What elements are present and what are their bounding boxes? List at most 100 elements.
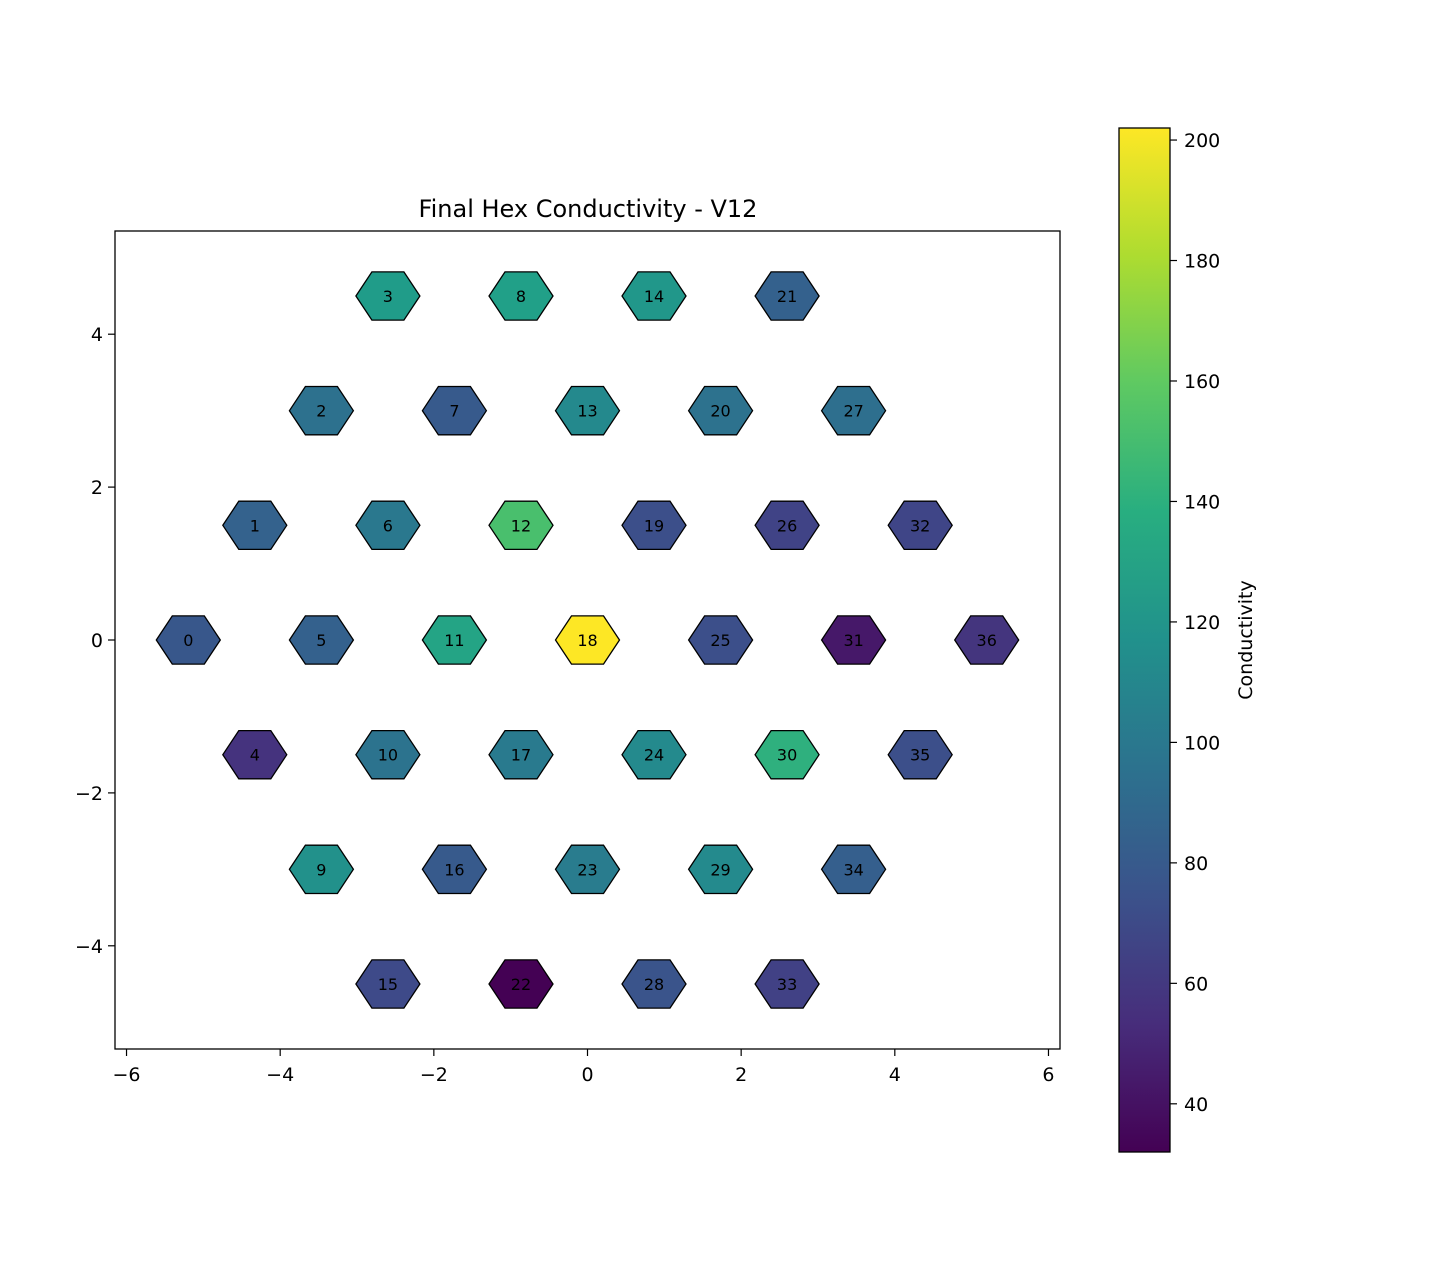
hex-cell-label: 31 bbox=[843, 631, 863, 650]
hex-cell: 13 bbox=[554, 385, 621, 436]
hex-cell-shape bbox=[820, 385, 887, 436]
y-tick-label: 4 bbox=[91, 324, 103, 346]
hex-cell: 10 bbox=[355, 729, 421, 780]
hex-cell-label: 36 bbox=[977, 631, 997, 650]
hex-cell: 32 bbox=[887, 500, 953, 551]
hex-cell: 31 bbox=[820, 615, 887, 665]
hex-cell-shape bbox=[488, 271, 554, 321]
hex-cell-shape bbox=[687, 615, 754, 665]
hex-cell-label: 27 bbox=[843, 402, 863, 421]
hex-cell-label: 11 bbox=[444, 631, 464, 650]
hex-cell-label: 28 bbox=[644, 975, 664, 994]
y-tick-label: −2 bbox=[75, 783, 103, 805]
hex-cell-shape bbox=[421, 385, 488, 436]
x-tick-label: −4 bbox=[266, 1064, 294, 1086]
hex-cell-label: 33 bbox=[777, 975, 797, 994]
hex-cell: 14 bbox=[621, 271, 687, 321]
hex-cell-shape bbox=[288, 844, 355, 895]
hex-cell-label: 16 bbox=[444, 860, 464, 879]
hex-cell-shape bbox=[754, 271, 820, 321]
hex-cell: 29 bbox=[687, 844, 754, 895]
hex-cell-label: 21 bbox=[777, 287, 797, 306]
hex-cell-shape bbox=[621, 729, 687, 780]
hex-cell-shape bbox=[155, 615, 222, 665]
hex-cell-label: 26 bbox=[777, 516, 797, 535]
colorbar-tick-label: 40 bbox=[1184, 1094, 1208, 1116]
x-axis: −6 −4 −2 0 2 4 6 bbox=[113, 1049, 1055, 1086]
hex-cell: 35 bbox=[887, 729, 953, 780]
colorbar-tick-label: 100 bbox=[1184, 732, 1220, 754]
hex-cell: 3 bbox=[355, 271, 421, 321]
hex-cell-shape bbox=[355, 959, 421, 1009]
chart-title: Final Hex Conductivity - V12 bbox=[419, 195, 758, 223]
hex-cell-label: 10 bbox=[378, 746, 398, 765]
hex-cell-label: 9 bbox=[316, 860, 326, 879]
hex-cell-label: 3 bbox=[383, 287, 393, 306]
hex-cell: 17 bbox=[488, 729, 554, 780]
hex-cell-label: 14 bbox=[644, 287, 664, 306]
hex-cell: 21 bbox=[754, 271, 820, 321]
x-tick-label: −6 bbox=[113, 1064, 141, 1086]
hex-cell: 20 bbox=[687, 385, 754, 436]
hex-cell-label: 20 bbox=[710, 402, 730, 421]
colorbar-frame bbox=[1118, 127, 1171, 1153]
hex-cell-shape bbox=[754, 959, 820, 1009]
x-tick-label: 4 bbox=[889, 1064, 901, 1086]
y-tick-label: 0 bbox=[91, 630, 103, 652]
hex-cell: 11 bbox=[421, 615, 488, 665]
hex-cell-shape bbox=[355, 500, 421, 551]
hex-cell: 36 bbox=[953, 615, 1020, 665]
hex-cell-shape bbox=[687, 385, 754, 436]
hex-cell: 15 bbox=[355, 959, 421, 1009]
hex-cell: 23 bbox=[554, 844, 621, 895]
hex-cell-shape bbox=[953, 615, 1020, 665]
hex-cell: 1 bbox=[222, 500, 288, 551]
hex-cell: 25 bbox=[687, 615, 754, 665]
hex-cell-shape bbox=[820, 844, 887, 895]
hex-cell: 26 bbox=[754, 500, 820, 551]
hex-cell-label: 22 bbox=[511, 975, 531, 994]
colorbar-gradient bbox=[1119, 128, 1170, 1152]
hex-cell-shape bbox=[754, 500, 820, 551]
hex-cell-label: 8 bbox=[516, 287, 526, 306]
hex-cell: 27 bbox=[820, 385, 887, 436]
hex-cell-label: 4 bbox=[250, 746, 260, 765]
x-tick-label: −2 bbox=[420, 1064, 448, 1086]
hex-cell: 16 bbox=[421, 844, 488, 895]
hex-cell: 5 bbox=[288, 615, 355, 665]
hex-cell: 22 bbox=[488, 959, 554, 1009]
hex-cell: 6 bbox=[355, 500, 421, 551]
x-tick-label: 2 bbox=[735, 1064, 747, 1086]
hex-cell-label: 29 bbox=[710, 860, 730, 879]
colorbar-tick-label: 120 bbox=[1184, 612, 1220, 634]
hex-cell-shape bbox=[488, 729, 554, 780]
hex-cell-shape bbox=[288, 385, 355, 436]
hex-cell-label: 32 bbox=[910, 516, 930, 535]
hex-cell: 12 bbox=[488, 500, 554, 551]
hex-cell: 9 bbox=[288, 844, 355, 895]
hex-cell: 30 bbox=[754, 729, 820, 780]
hex-cell-label: 18 bbox=[577, 631, 597, 650]
hex-cell-label: 24 bbox=[644, 746, 664, 765]
colorbar-tick-label: 80 bbox=[1184, 853, 1208, 875]
hex-cell-label: 15 bbox=[378, 975, 398, 994]
hex-cell-shape bbox=[820, 615, 887, 665]
hex-cell-shape bbox=[887, 500, 953, 551]
hex-cell-label: 6 bbox=[383, 516, 393, 535]
hex-cell: 19 bbox=[621, 500, 687, 551]
hex-cell-label: 2 bbox=[316, 402, 326, 421]
colorbar-ticks: 40 60 80 100 120 140 160 180 200 bbox=[1170, 130, 1220, 1116]
hex-cell: 24 bbox=[621, 729, 687, 780]
colorbar-tick-label: 140 bbox=[1184, 491, 1220, 513]
hex-cell-shape bbox=[355, 271, 421, 321]
hex-cell-label: 23 bbox=[577, 860, 597, 879]
x-tick-label: 6 bbox=[1042, 1064, 1054, 1086]
y-tick-label: 2 bbox=[91, 477, 103, 499]
hex-cell-label: 7 bbox=[449, 402, 459, 421]
hex-cell: 7 bbox=[421, 385, 488, 436]
hex-cell-shape bbox=[355, 729, 421, 780]
hex-cell: 0 bbox=[155, 615, 222, 665]
hex-cell: 2 bbox=[288, 385, 355, 436]
hex-cell-shape bbox=[554, 615, 621, 665]
